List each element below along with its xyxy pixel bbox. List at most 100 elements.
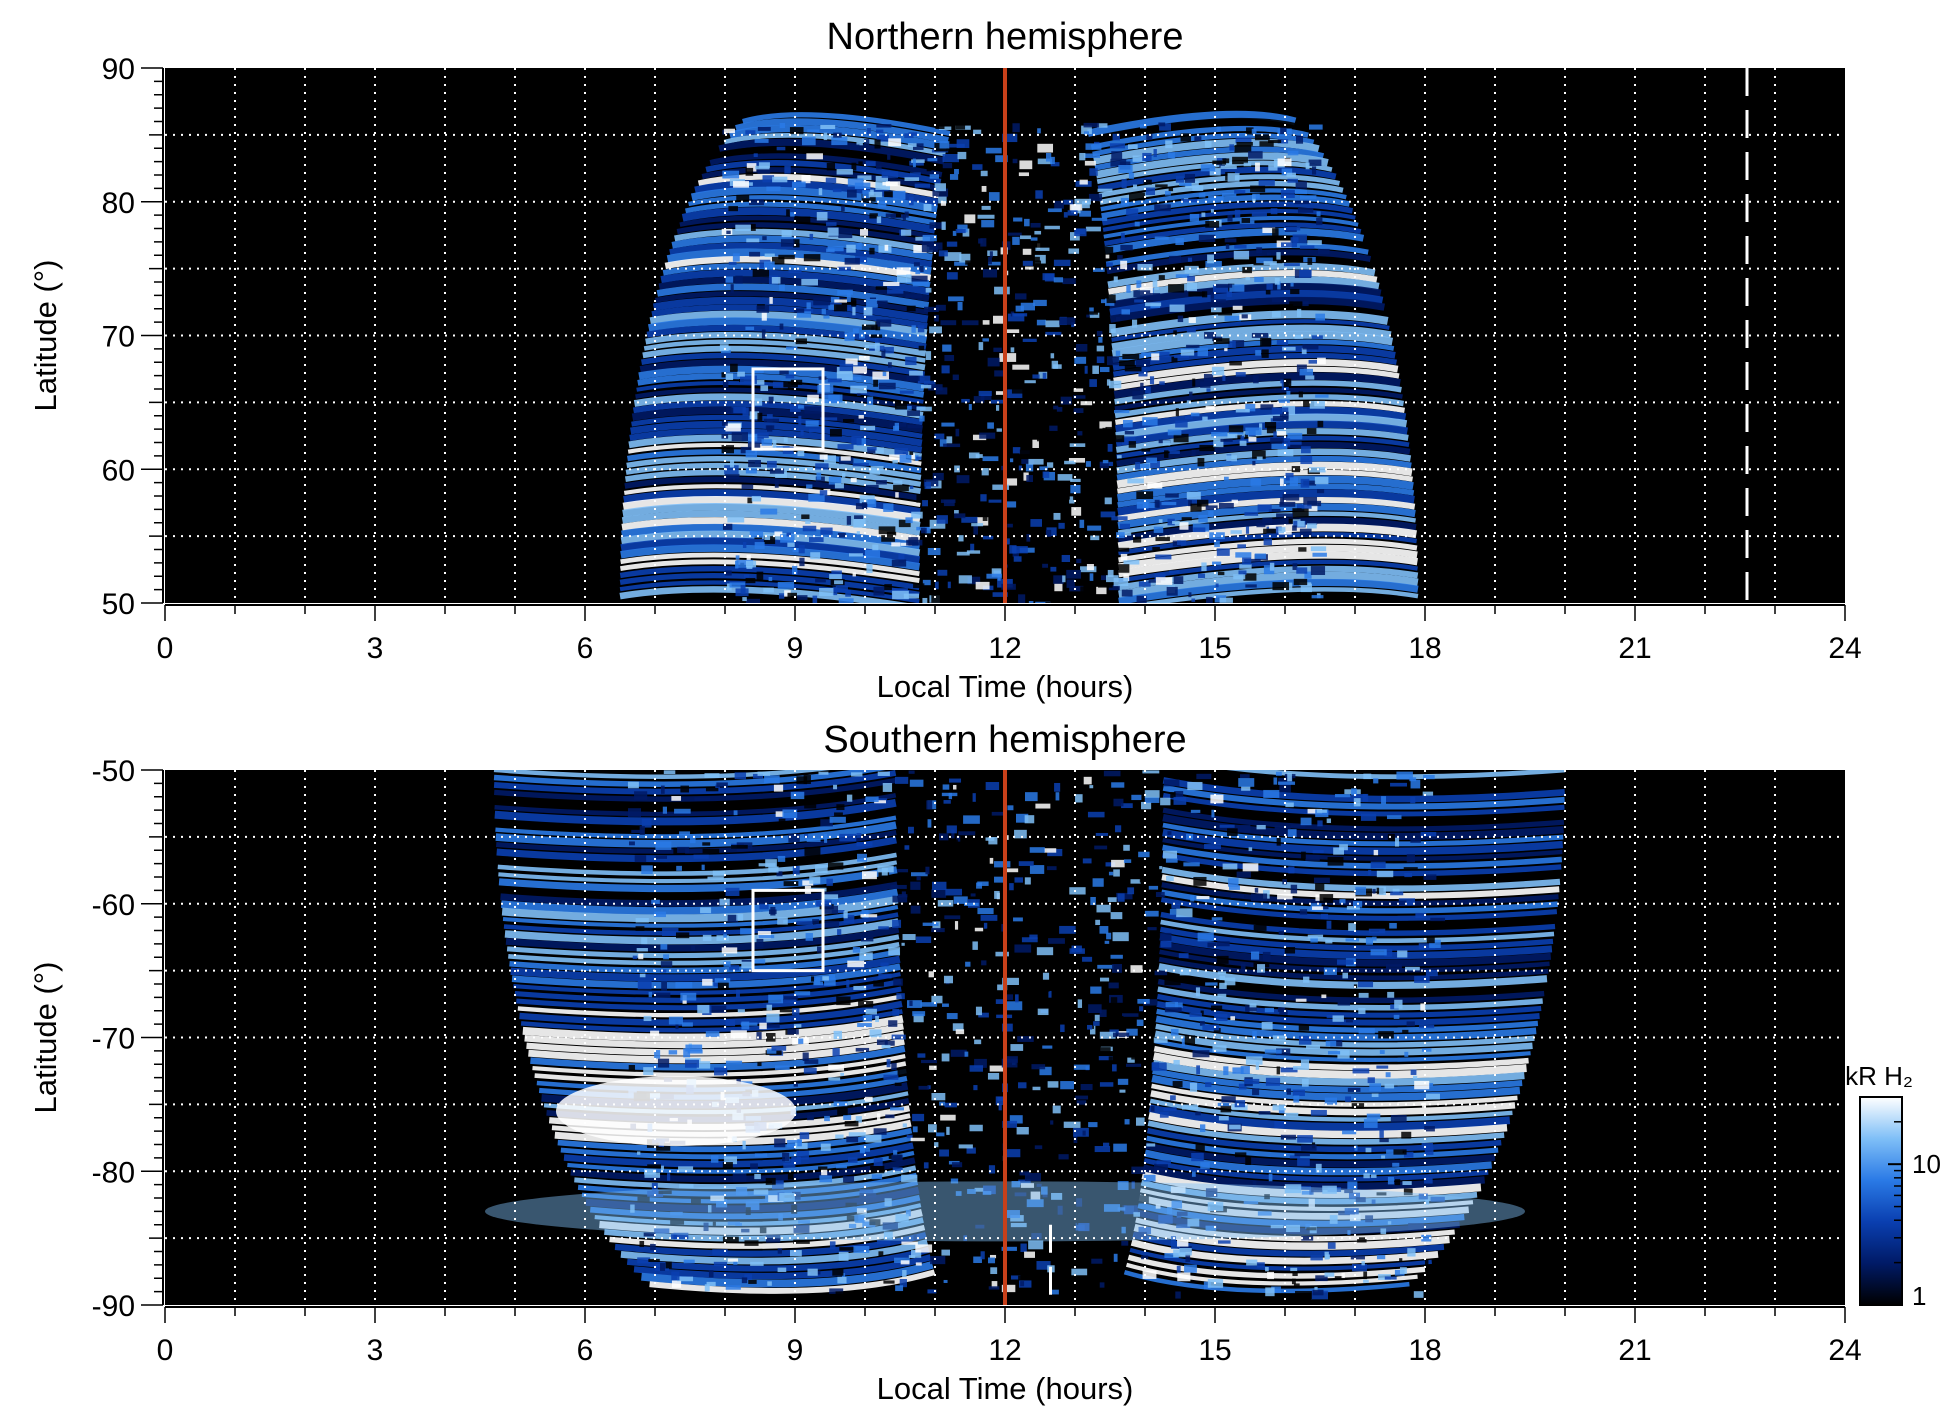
south-emission-speckle [683,1259,695,1264]
south-emission-arc [1133,1223,1450,1250]
north-emission-speckle [776,146,786,151]
north-emission-speckle [730,460,735,468]
south-emission-arc [1158,963,1548,989]
north-emission-speckle [1245,277,1251,281]
north-emission-speckle [801,278,818,286]
north-emission-speckle [1244,558,1261,562]
south-emission-arc [1148,1112,1508,1139]
south-emission-speckle [1046,866,1057,871]
south-emission-speckle [1264,1007,1275,1013]
north-emission-speckle [912,279,929,287]
south-emission-speckle [986,928,1001,937]
south-emission-speckle [658,1190,672,1195]
south-emission-speckle [1326,920,1332,929]
north-emission-speckle [872,371,889,380]
north-emission-speckle [1198,234,1216,242]
south-emission-speckle [950,1049,967,1057]
south-emission-speckle [654,911,666,918]
south-emission-speckle [951,829,955,839]
north-x-tick-label: 0 [157,632,174,665]
north-emission-speckle [1081,125,1092,135]
south-emission-speckle [1286,1224,1301,1233]
south-emission-speckle [1410,796,1416,804]
south-y-tick-label: -80 [92,1156,135,1189]
south-emission-arc [500,888,899,915]
north-emission-speckle [1248,436,1257,442]
north-emission-arc [1118,538,1418,563]
north-emission-speckle [1244,512,1259,516]
north-emission-speckle [829,574,842,580]
south-emission-speckle [1088,1122,1098,1128]
south-emission-speckle [1424,1177,1433,1184]
south-emission-speckle [1422,1102,1427,1108]
south-emission-speckle [764,775,780,784]
south-emission-speckle [1221,1096,1236,1103]
south-emission-speckle [836,804,845,811]
north-emission-speckle [1201,291,1208,298]
north-emission-speckle [1060,396,1072,405]
south-emission-speckle [918,914,930,923]
south-emission-speckle [1199,1021,1205,1026]
north-emission-speckle [954,513,966,519]
south-emission-speckle [1155,1204,1161,1209]
south-emission-speckle [1132,849,1137,855]
south-emission-arc [1154,1030,1533,1056]
north-emission-speckle [1007,232,1022,236]
north-emission-speckle [1069,585,1084,592]
south-emission-speckle [654,1050,661,1059]
south-emission-speckle [954,921,959,930]
south-emission-speckle [1263,789,1280,798]
north-emission-speckle [1032,374,1040,379]
north-emission-speckle [852,462,869,467]
south-emission-speckle [1397,950,1408,958]
north-emission-speckle [1030,452,1041,460]
south-emission-speckle [1407,1248,1416,1257]
south-emission-speckle [1273,777,1278,785]
south-emission-speckle [708,1270,714,1278]
north-emission-speckle [1152,279,1158,287]
north-emission-speckle [864,139,870,146]
south-emission-speckle [958,831,976,836]
south-emission-speckle [860,937,874,942]
north-emission-speckle [948,296,964,302]
south-emission-speckle [927,1289,937,1294]
north-emission-speckle [873,586,885,596]
south-emission-speckle [953,784,957,790]
north-emission-speckle [745,167,754,176]
north-emission-speckle [1279,413,1284,418]
north-emission-arc [1112,345,1396,371]
south-emission-speckle [1142,1270,1157,1279]
south-emission-speckle [777,1248,782,1254]
south-emission-speckle [820,819,833,827]
south-emission-speckle [1216,955,1229,964]
south-emission-speckle [753,959,766,964]
south-emission-speckle [1117,1207,1126,1211]
north-emission-speckle [1295,181,1307,189]
north-emission-speckle [1252,193,1260,199]
south-emission-speckle [1390,891,1404,896]
north-emission-speckle [1292,563,1298,570]
south-emission-speckle [1380,1228,1387,1235]
north-emission-speckle [1109,324,1116,333]
south-emission-speckle [1297,1158,1310,1166]
south-emission-speckle [722,1236,739,1243]
south-emission-speckle [1155,892,1165,898]
south-emission-speckle [750,1163,758,1170]
south-emission-speckle [723,961,731,967]
south-emission-speckle [910,872,928,877]
south-emission-speckle [1293,1095,1300,1103]
south-emission-speckle [855,1116,862,1123]
south-emission-speckle [1192,1050,1210,1058]
north-emission-speckle [1067,210,1078,216]
south-emission-arc [505,926,900,952]
north-emission-speckle [1190,503,1202,512]
south-emission-speckle [1420,832,1437,837]
south-emission-arc [1156,993,1542,1018]
south-emission-speckle [1113,1143,1127,1152]
south-emission-speckle [814,977,821,986]
south-emission-arc [520,1009,903,1033]
south-emission-speckle [1229,885,1240,890]
south-emission-speckle [1133,1231,1147,1239]
north-emission-speckle [1234,189,1246,194]
south-emission-speckle [1362,793,1369,802]
